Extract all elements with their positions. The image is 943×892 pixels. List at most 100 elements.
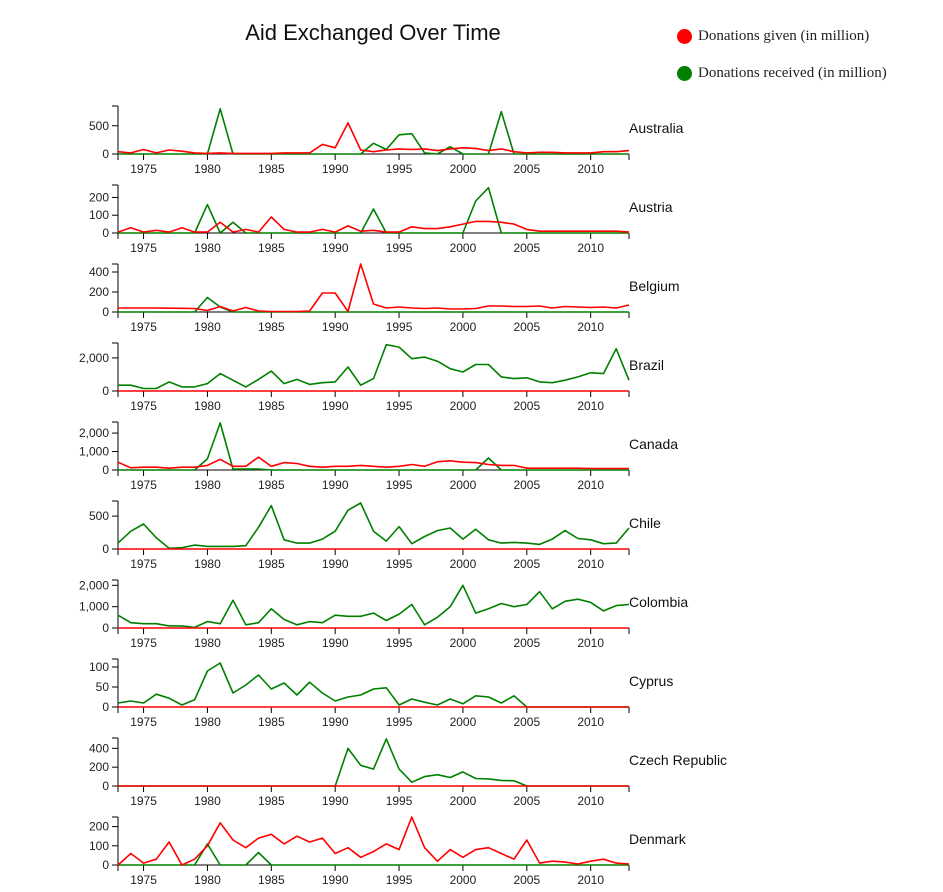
series-line-given-denmark	[117, 816, 630, 866]
series-line-received-czech-republic	[118, 738, 629, 787]
panel-brazil: 0 2,000 1975 1980 1985 1990 1995 2000 2005 2010 Br…	[79, 342, 664, 413]
x-tick-label: 1985	[258, 794, 285, 808]
y-tick-label: 1,000	[79, 445, 109, 459]
x-tick-label: 1990	[322, 557, 349, 571]
x-tick-label: 1975	[130, 320, 157, 334]
x-tick-label: 1980	[194, 557, 221, 571]
x-tick-label: 2010	[577, 715, 604, 729]
x-tick-label: 1985	[258, 715, 285, 729]
country-label-denmark: Denmark	[629, 831, 687, 847]
x-tick-label: 1975	[130, 636, 157, 650]
panel-australia: 0 500 1975 1980 1985 1990 1995 2000 2005 2010 Aust…	[89, 105, 684, 176]
legend-dot-green-icon	[677, 65, 692, 81]
y-tick-label: 2,000	[79, 426, 109, 440]
x-tick-label: 2010	[577, 399, 604, 413]
x-tick-label: 2000	[450, 162, 477, 176]
y-tick-label: 0	[102, 147, 109, 161]
country-label-belgium: Belgium	[629, 278, 680, 294]
x-tick-label: 1990	[322, 636, 349, 650]
country-label-canada: Canada	[629, 436, 678, 452]
country-label-colombia: Colombia	[629, 594, 688, 610]
legend-item-given: Donations given (in million)	[677, 26, 869, 46]
x-tick-label: 1990	[322, 478, 349, 492]
series-line-given-austria	[117, 216, 630, 233]
x-tick-label: 2010	[577, 557, 604, 571]
y-tick-label: 0	[102, 700, 109, 714]
x-tick-label: 2005	[513, 557, 540, 571]
y-tick-label: 400	[89, 265, 109, 279]
x-tick-label: 2000	[450, 320, 477, 334]
y-tick-label: 200	[89, 760, 109, 774]
panel-cyprus: 0 50 100 1975 1980 1985 1990 1995 2000 2005 2010 Cy…	[89, 658, 673, 729]
series-line-received-canada	[118, 422, 629, 471]
y-tick-label: 0	[102, 621, 109, 635]
x-tick-label: 1980	[194, 636, 221, 650]
x-tick-label: 1975	[130, 715, 157, 729]
x-tick-label: 1995	[386, 241, 413, 255]
x-tick-label: 2000	[450, 241, 477, 255]
x-tick-label: 1995	[386, 320, 413, 334]
x-tick-label: 2000	[450, 478, 477, 492]
country-label-brazil: Brazil	[629, 357, 664, 373]
x-tick-label: 1975	[130, 478, 157, 492]
y-tick-label: 0	[102, 779, 109, 793]
series-line-given-belgium	[118, 263, 630, 313]
legend-dot-red-icon	[677, 28, 692, 44]
panel-czech-republic: 0 200 400 1975 1980 1985 1990 1995 2000 2005 2010 C…	[89, 737, 727, 808]
series-line-received-colombia	[117, 584, 630, 629]
x-tick-label: 1975	[130, 399, 157, 413]
series-line-received-australia	[118, 108, 629, 155]
x-tick-label: 1985	[258, 478, 285, 492]
x-tick-label: 2005	[513, 715, 540, 729]
y-tick-label: 2,000	[79, 351, 109, 365]
y-tick-label: 0	[102, 463, 109, 477]
country-label-australia: Australia	[629, 120, 684, 136]
x-tick-label: 2010	[577, 241, 604, 255]
x-tick-label: 1975	[130, 794, 157, 808]
x-tick-label: 2005	[513, 873, 540, 887]
y-tick-label: 200	[89, 820, 109, 834]
x-tick-label: 1980	[194, 320, 221, 334]
y-tick-label: 200	[89, 285, 109, 299]
x-tick-label: 1995	[386, 399, 413, 413]
x-tick-label: 2010	[577, 873, 604, 887]
legend-label-received: Donations received (in million)	[698, 64, 887, 81]
x-tick-label: 1985	[258, 399, 285, 413]
series-line-received-chile	[117, 502, 630, 550]
y-tick-label: 100	[89, 839, 109, 853]
x-tick-label: 1980	[194, 241, 221, 255]
x-tick-label: 1980	[194, 715, 221, 729]
y-tick-label: 0	[102, 858, 109, 872]
country-label-czech-republic: Czech Republic	[629, 752, 727, 768]
x-tick-label: 1990	[322, 162, 349, 176]
x-tick-label: 1995	[386, 794, 413, 808]
y-tick-label: 0	[102, 226, 109, 240]
x-tick-label: 2010	[577, 636, 604, 650]
x-tick-label: 2005	[513, 794, 540, 808]
y-tick-label: 0	[102, 384, 109, 398]
x-tick-label: 2010	[577, 478, 604, 492]
x-tick-label: 2005	[513, 636, 540, 650]
x-tick-label: 1975	[130, 873, 157, 887]
x-tick-label: 1980	[194, 478, 221, 492]
x-tick-label: 1985	[258, 320, 285, 334]
y-tick-label: 400	[89, 741, 109, 755]
x-tick-label: 1995	[386, 162, 413, 176]
x-tick-label: 1990	[322, 320, 349, 334]
x-tick-label: 2005	[513, 478, 540, 492]
legend-item-received: Donations received (in million)	[677, 63, 887, 83]
x-tick-label: 2000	[450, 399, 477, 413]
x-tick-label: 1985	[258, 873, 285, 887]
x-tick-label: 2005	[513, 320, 540, 334]
x-tick-label: 2010	[577, 794, 604, 808]
x-tick-label: 1995	[386, 715, 413, 729]
series-line-received-cyprus	[117, 662, 629, 708]
x-tick-label: 1985	[258, 557, 285, 571]
x-tick-label: 1995	[386, 636, 413, 650]
y-tick-label: 100	[89, 660, 109, 674]
x-tick-label: 1990	[322, 399, 349, 413]
y-tick-label: 1,000	[79, 600, 109, 614]
x-tick-label: 2005	[513, 241, 540, 255]
panel-belgium: 0 200 400 1975 1980 1985 1990 1995 2000 2005 2010 B…	[89, 263, 680, 334]
x-tick-label: 2000	[450, 873, 477, 887]
